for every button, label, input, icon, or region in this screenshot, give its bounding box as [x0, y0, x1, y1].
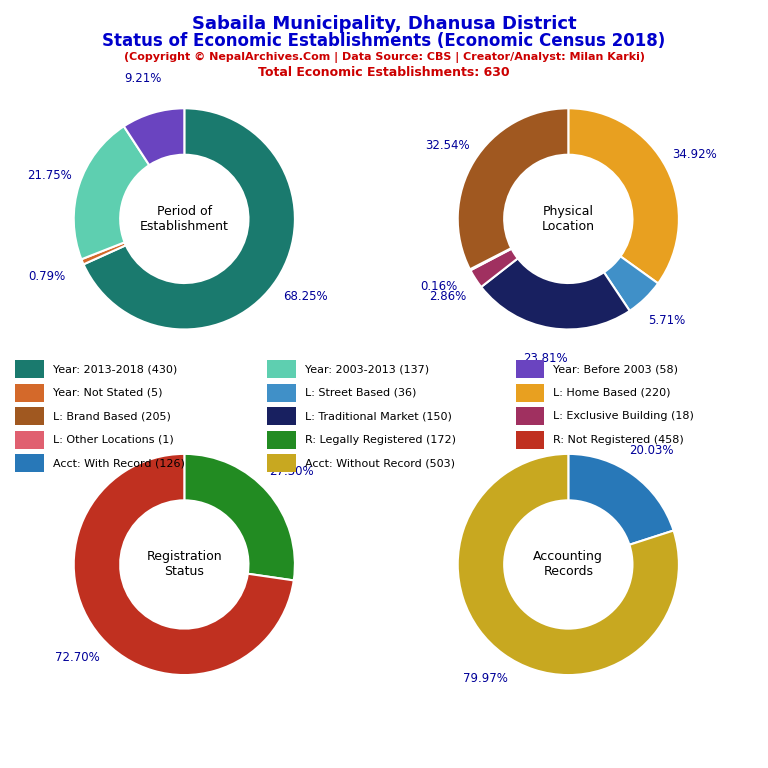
Text: Period of
Establishment: Period of Establishment [140, 205, 229, 233]
Wedge shape [482, 258, 630, 329]
Wedge shape [604, 257, 658, 311]
Wedge shape [124, 108, 184, 165]
Text: 32.54%: 32.54% [425, 138, 470, 151]
Text: 27.30%: 27.30% [269, 465, 313, 478]
Text: L: Street Based (36): L: Street Based (36) [305, 388, 416, 398]
Wedge shape [470, 248, 511, 270]
Text: Total Economic Establishments: 630: Total Economic Establishments: 630 [258, 66, 510, 79]
Wedge shape [81, 243, 126, 264]
FancyBboxPatch shape [15, 431, 44, 449]
Text: 34.92%: 34.92% [672, 147, 717, 161]
FancyBboxPatch shape [267, 454, 296, 472]
Text: L: Brand Based (205): L: Brand Based (205) [53, 411, 170, 421]
Text: 0.16%: 0.16% [420, 280, 458, 293]
Text: 21.75%: 21.75% [27, 169, 72, 182]
Wedge shape [84, 108, 295, 329]
Text: Accounting
Records: Accounting Records [534, 551, 603, 578]
FancyBboxPatch shape [267, 431, 296, 449]
FancyBboxPatch shape [516, 407, 545, 425]
FancyBboxPatch shape [15, 384, 44, 402]
Wedge shape [568, 108, 679, 283]
Text: Year: Not Stated (5): Year: Not Stated (5) [53, 388, 162, 398]
Text: L: Exclusive Building (18): L: Exclusive Building (18) [553, 411, 694, 421]
Text: Sabaila Municipality, Dhanusa District: Sabaila Municipality, Dhanusa District [192, 15, 576, 33]
Text: Physical
Location: Physical Location [541, 205, 595, 233]
Text: 2.86%: 2.86% [429, 290, 466, 303]
Text: 5.71%: 5.71% [648, 314, 685, 327]
FancyBboxPatch shape [267, 360, 296, 378]
FancyBboxPatch shape [267, 384, 296, 402]
FancyBboxPatch shape [516, 431, 545, 449]
Text: Acct: Without Record (503): Acct: Without Record (503) [305, 458, 455, 468]
Text: Registration
Status: Registration Status [147, 551, 222, 578]
FancyBboxPatch shape [15, 360, 44, 378]
Wedge shape [74, 454, 293, 675]
Text: Year: 2013-2018 (430): Year: 2013-2018 (430) [53, 364, 177, 374]
Text: 23.81%: 23.81% [524, 353, 568, 365]
Text: Year: Before 2003 (58): Year: Before 2003 (58) [553, 364, 678, 374]
Text: R: Not Registered (458): R: Not Registered (458) [553, 435, 684, 445]
FancyBboxPatch shape [15, 454, 44, 472]
Text: 9.21%: 9.21% [124, 72, 161, 85]
Text: R: Legally Registered (172): R: Legally Registered (172) [305, 435, 456, 445]
Wedge shape [471, 249, 518, 287]
FancyBboxPatch shape [267, 407, 296, 425]
Text: (Copyright © NepalArchives.Com | Data Source: CBS | Creator/Analyst: Milan Karki: (Copyright © NepalArchives.Com | Data So… [124, 52, 644, 63]
Text: L: Home Based (220): L: Home Based (220) [553, 388, 670, 398]
FancyBboxPatch shape [516, 360, 545, 378]
Text: Acct: With Record (126): Acct: With Record (126) [53, 458, 185, 468]
Wedge shape [74, 126, 149, 260]
Text: Year: 2003-2013 (137): Year: 2003-2013 (137) [305, 364, 429, 374]
FancyBboxPatch shape [15, 407, 44, 425]
FancyBboxPatch shape [516, 384, 545, 402]
Text: Status of Economic Establishments (Economic Census 2018): Status of Economic Establishments (Econo… [102, 32, 666, 50]
Text: L: Traditional Market (150): L: Traditional Market (150) [305, 411, 452, 421]
Text: L: Other Locations (1): L: Other Locations (1) [53, 435, 174, 445]
Text: 79.97%: 79.97% [462, 673, 508, 685]
Text: 20.03%: 20.03% [630, 444, 674, 456]
Text: 72.70%: 72.70% [55, 650, 100, 664]
Text: 0.79%: 0.79% [28, 270, 65, 283]
Wedge shape [458, 108, 568, 270]
Wedge shape [568, 454, 674, 545]
Text: 68.25%: 68.25% [283, 290, 327, 303]
Wedge shape [184, 454, 295, 581]
Wedge shape [458, 454, 679, 675]
